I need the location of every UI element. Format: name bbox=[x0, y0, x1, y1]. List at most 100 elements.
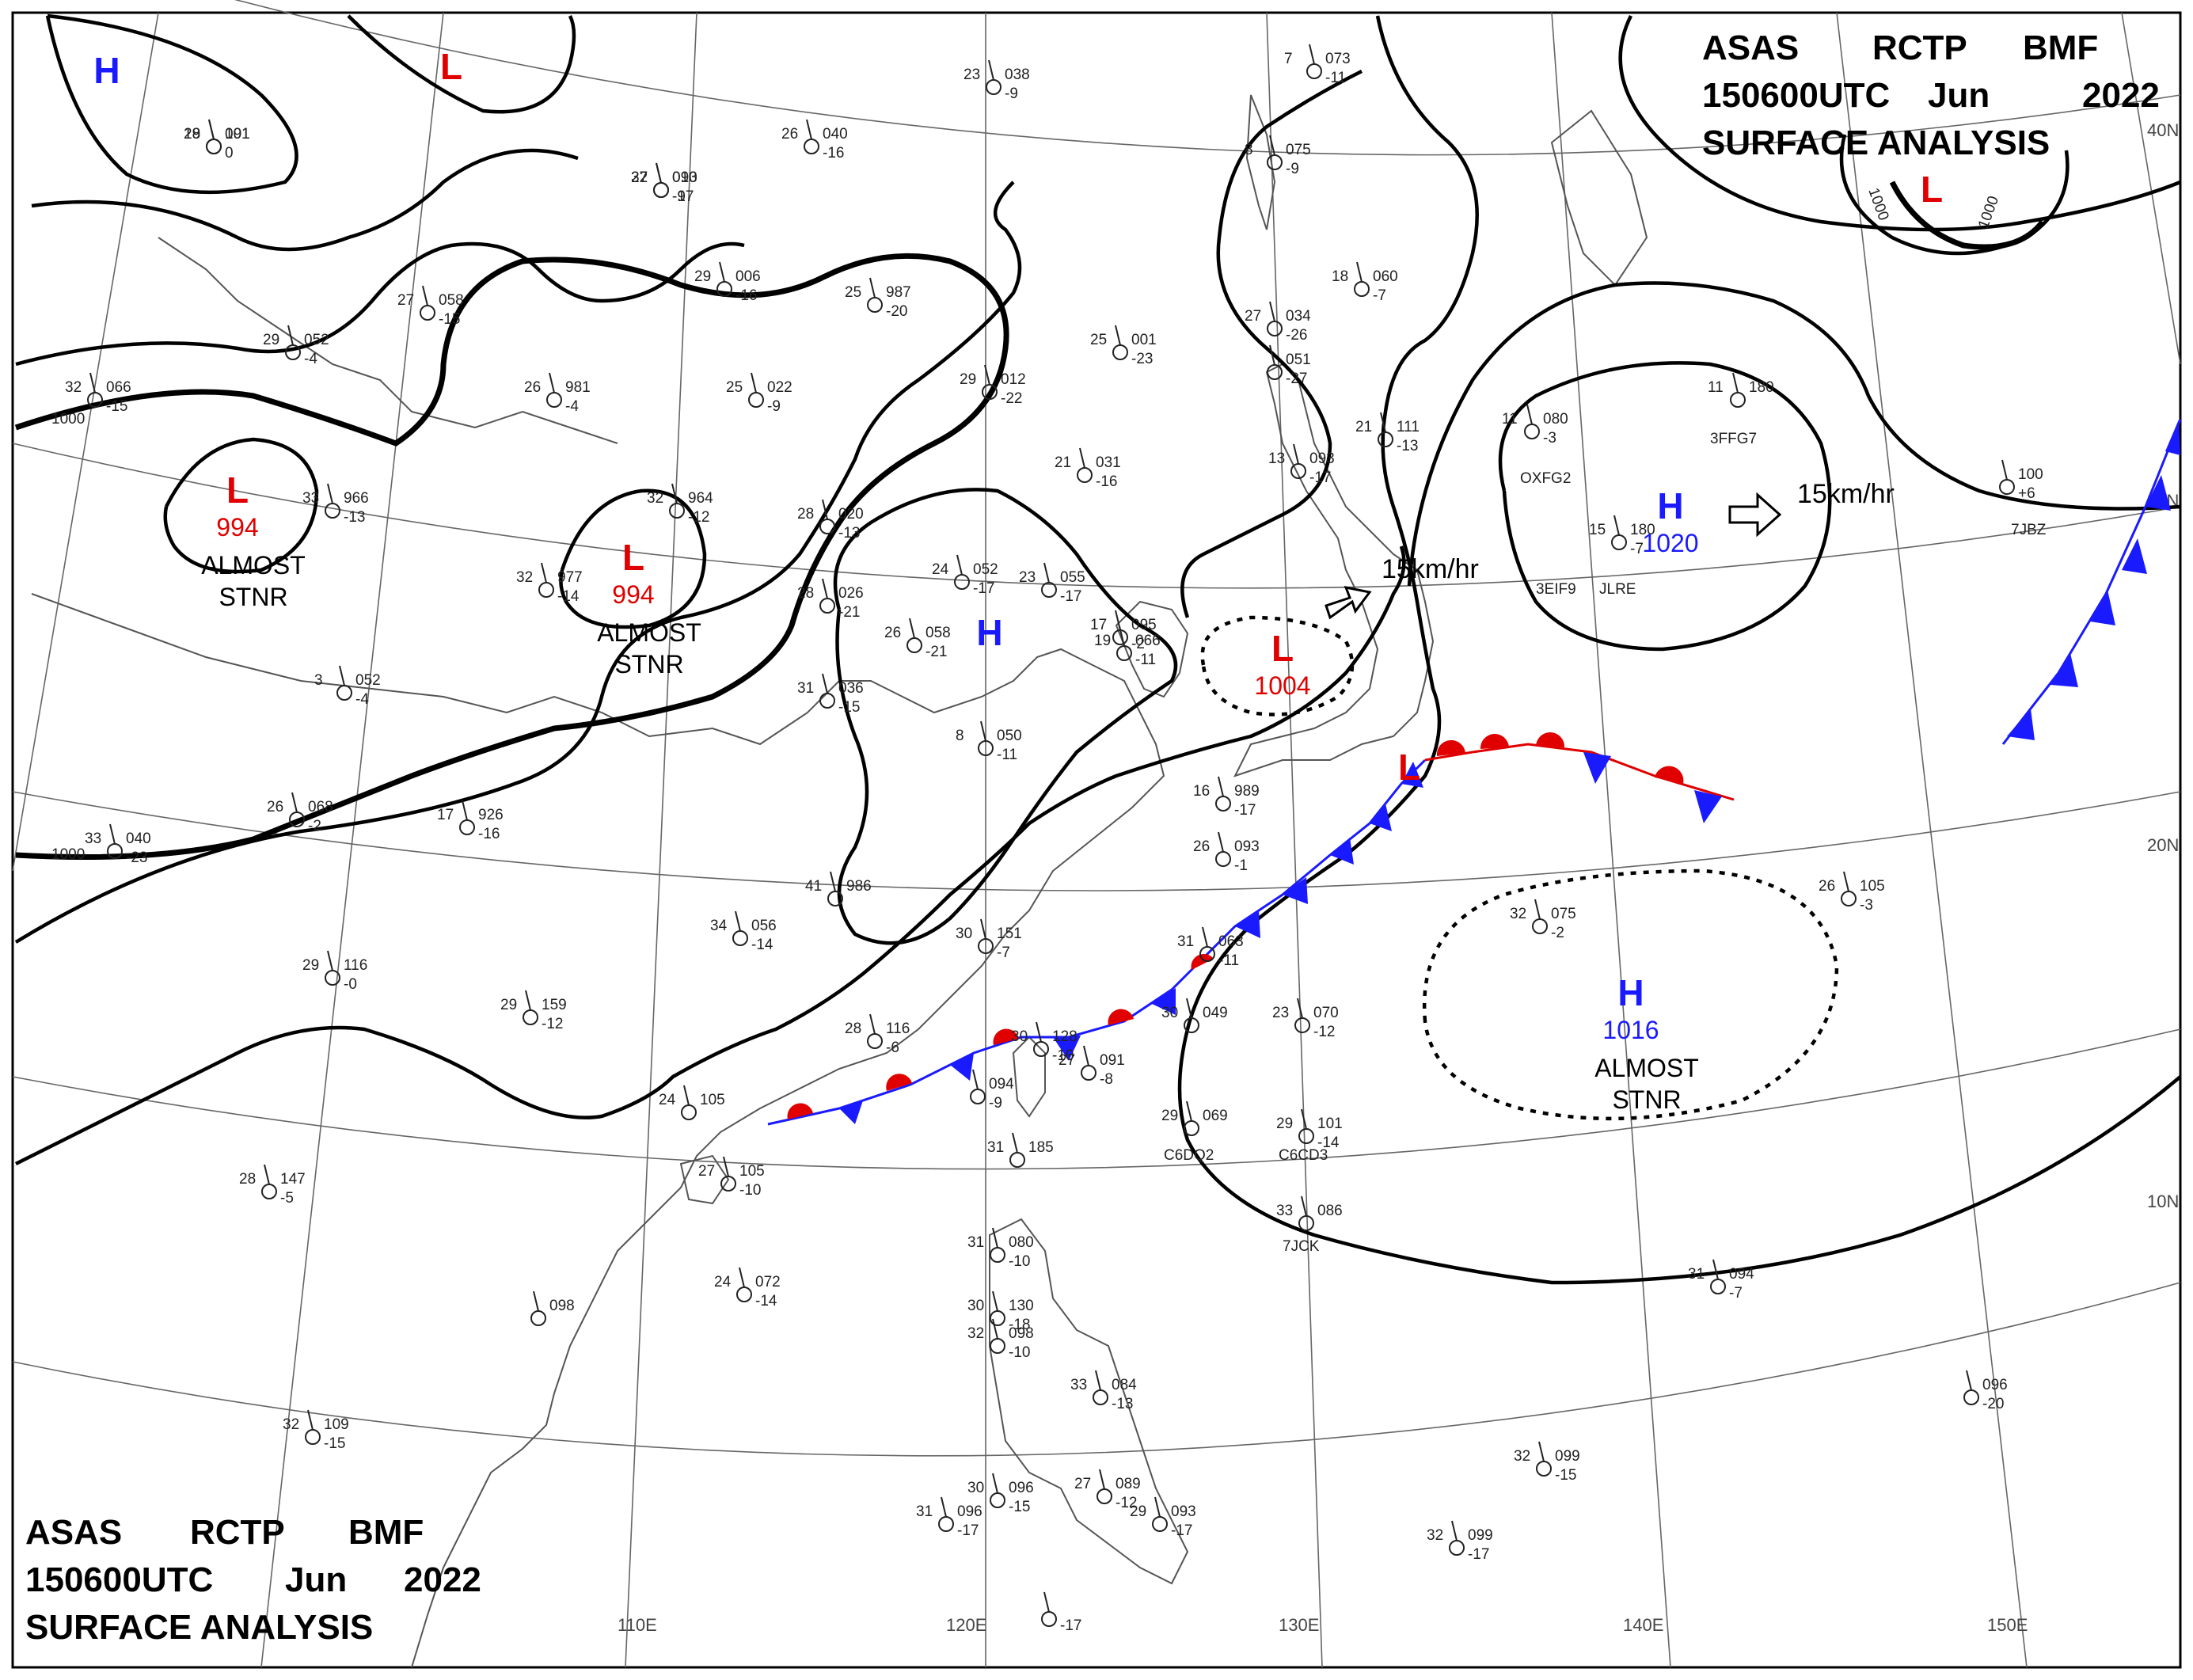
wind-barb bbox=[719, 261, 725, 283]
lon-line-100e bbox=[260, 12, 444, 1668]
map-frame bbox=[11, 11, 2182, 1669]
station-pressure: 096 bbox=[957, 1503, 982, 1520]
isobar-high-1020 bbox=[1498, 361, 1832, 652]
station-temperature: 32 bbox=[631, 169, 648, 186]
station-model: 30 096 -15 bbox=[967, 1473, 1034, 1515]
isobar-low-994-east bbox=[559, 488, 707, 629]
station-temperature: 33 bbox=[302, 490, 319, 507]
station-model: 16 989 -17 bbox=[1193, 776, 1260, 819]
station-pressure: 094 bbox=[1729, 1266, 1754, 1283]
motion-arrow-low-1004 bbox=[1325, 585, 1372, 620]
station-pressure: 089 bbox=[1116, 1476, 1141, 1492]
lat-label-20n: 20N bbox=[2147, 835, 2179, 855]
coastline-asia-mainland bbox=[31, 593, 1165, 1668]
low-symbol: L bbox=[1921, 169, 1943, 210]
station-pressure-tendency: -9 bbox=[767, 398, 781, 415]
isobar-lower bbox=[14, 545, 1406, 1166]
station-model: 27 105 -10 bbox=[698, 1156, 765, 1199]
ship-id: 7JCK bbox=[1283, 1238, 1320, 1255]
station-temperature: 29 bbox=[263, 332, 279, 348]
lon-label-130e: 130E bbox=[1279, 1615, 1319, 1635]
station-temperature: 19 bbox=[184, 126, 200, 143]
station-pressure: 116 bbox=[886, 1021, 910, 1037]
station-model: 24 052 -17 bbox=[932, 554, 998, 597]
center-pressure-value: 994 bbox=[216, 513, 258, 542]
low-symbol: L bbox=[622, 537, 644, 578]
station-temperature: 28 bbox=[239, 1171, 256, 1188]
station-temperature: 13 bbox=[1268, 450, 1285, 467]
station-temperature: 26 bbox=[781, 126, 798, 143]
ship-id: C6DQ2 bbox=[1164, 1147, 1214, 1164]
station-pressure: 069 bbox=[1203, 1108, 1228, 1124]
station-pressure: 966 bbox=[344, 490, 369, 507]
station-pressure-tendency: -4 bbox=[355, 691, 369, 708]
header-line2-item: Jun bbox=[1928, 76, 1990, 115]
station-pressure-tendency: -15 bbox=[1009, 1499, 1030, 1515]
lon-line-140e bbox=[1551, 12, 1671, 1668]
cold-triangle bbox=[2090, 590, 2115, 625]
station-temperature: 27 bbox=[397, 292, 414, 309]
station-pressure: 051 bbox=[1286, 352, 1311, 368]
cold-triangle bbox=[1283, 877, 1308, 904]
station-temperature: 31 bbox=[987, 1139, 1004, 1156]
station-model: 29 069 bbox=[1161, 1100, 1228, 1136]
station-model: 28 116 -6 bbox=[845, 1013, 910, 1056]
station-pressure-tendency: -26 bbox=[1286, 327, 1307, 344]
warm-semicircle bbox=[1108, 1009, 1134, 1025]
center-pressure-value: 1020 bbox=[1642, 529, 1698, 557]
warm-semicircle bbox=[1436, 739, 1465, 756]
station-pressure: 090 bbox=[672, 169, 697, 186]
station-model: 29 052 -4 bbox=[263, 325, 329, 367]
station-model: 32 066 -15 bbox=[65, 372, 131, 415]
station-pressure-tendency: -22 bbox=[1001, 390, 1022, 407]
station-temperature: 31 bbox=[967, 1234, 984, 1251]
station-model: 33 040 -23 bbox=[85, 823, 151, 866]
station-pressure: 977 bbox=[557, 569, 583, 586]
station-pressure-tendency: -11 bbox=[1325, 70, 1346, 86]
station-temperature: 11 bbox=[1502, 411, 1518, 428]
station-pressure-tendency: -15 bbox=[106, 398, 127, 415]
station-pressure-tendency: -17 bbox=[1060, 588, 1081, 605]
wind-barb bbox=[830, 871, 836, 892]
station-model: 24 072 -14 bbox=[714, 1267, 781, 1309]
header-line3: SURFACE ANALYSIS bbox=[25, 1608, 373, 1647]
wind-barb bbox=[1293, 443, 1299, 465]
station-model: 28 026 -21 bbox=[797, 578, 864, 621]
coastline-sakhalin bbox=[1245, 94, 1276, 230]
cold-triangle bbox=[1583, 752, 1611, 784]
warm-semicircle bbox=[1655, 766, 1684, 784]
station-pressure: 100 bbox=[2018, 466, 2043, 483]
station-pressure-tendency: -14 bbox=[755, 1293, 777, 1309]
station-temperature: 15 bbox=[1589, 522, 1606, 538]
station-temperature: 25 bbox=[726, 379, 743, 396]
lon-label-140e: 140E bbox=[1623, 1615, 1663, 1635]
station-pressure-tendency: -16 bbox=[1096, 473, 1117, 490]
station-pressure: 012 bbox=[1001, 371, 1026, 388]
station-temperature: 33 bbox=[1070, 1377, 1087, 1393]
station-pressure-tendency: -17 bbox=[1060, 1617, 1081, 1634]
station-pressure: 101 bbox=[225, 126, 250, 143]
station-pressure: 058 bbox=[925, 625, 951, 641]
station-temperature: 41 bbox=[805, 878, 822, 895]
station-pressure-tendency: -15 bbox=[439, 311, 460, 328]
wind-barb bbox=[992, 1227, 998, 1249]
isobar-label-1000: 1000 bbox=[51, 411, 85, 428]
station-pressure-tendency: -7 bbox=[1729, 1285, 1743, 1302]
wind-barb bbox=[1154, 1496, 1161, 1518]
wind-barb bbox=[992, 1290, 998, 1312]
motion-arrow-high-1020 bbox=[1728, 492, 1782, 538]
lon-line-150e bbox=[1836, 12, 2028, 1668]
station-pressure: 066 bbox=[106, 379, 131, 396]
station-pressure-tendency: -27 bbox=[1286, 371, 1307, 387]
station-pressure-tendency: -17 bbox=[1171, 1522, 1192, 1539]
header-line2-item: 150600UTC bbox=[25, 1560, 213, 1599]
station-model: 26 981 -4 bbox=[524, 372, 591, 415]
station-pressure: 099 bbox=[1555, 1448, 1580, 1465]
station-temperature: 28 bbox=[184, 126, 200, 143]
station-temperature: 25 bbox=[1090, 332, 1107, 348]
station-pressure: 105 bbox=[700, 1092, 725, 1108]
station-temperature: 11 bbox=[1708, 379, 1724, 396]
high-symbol: H bbox=[976, 612, 1002, 653]
